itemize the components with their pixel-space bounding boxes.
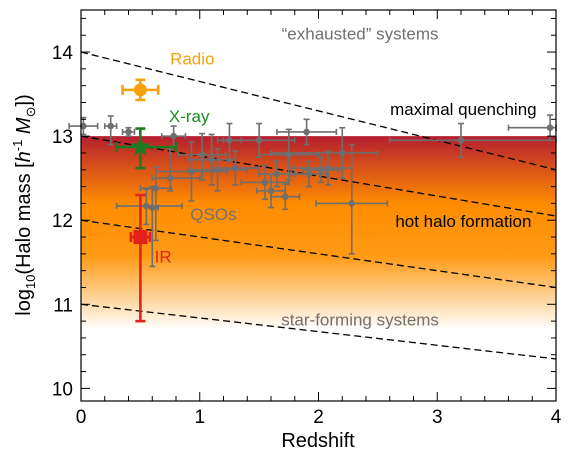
- marker: [208, 156, 215, 163]
- dashed-line-1: [81, 51, 556, 171]
- annotation-radio: Radio: [170, 50, 214, 69]
- data-point-qsos-3: [121, 126, 136, 137]
- data-point-qsos-14: [210, 150, 260, 186]
- marker: [457, 137, 465, 144]
- dashed-lines-layer: [81, 51, 556, 360]
- marker: [338, 149, 346, 157]
- data-point-qsos-2: [103, 115, 118, 146]
- x-tick-label: 1: [194, 407, 205, 428]
- data-point-qsos-23: [302, 156, 340, 184]
- marker: [546, 124, 554, 132]
- annotation-star-forming-systems: star-forming systems: [281, 310, 439, 329]
- x-axis-label: Redshift: [281, 430, 355, 452]
- data-point-x-ray-1: [115, 127, 178, 170]
- marker: [170, 132, 177, 140]
- dashed-line-3: [81, 219, 556, 289]
- y-axis-label: log10(Halo mass [h-1 M⊙]): [10, 94, 38, 315]
- y-tick-label: 12: [52, 211, 73, 232]
- annotation-x-ray: X-ray: [169, 107, 210, 126]
- y-tick-label: 11: [53, 295, 73, 316]
- data-point-radio-1: [121, 78, 160, 102]
- x-tick-label: 4: [551, 407, 562, 428]
- annotation-hot-halo-formation: hot halo formation: [395, 212, 531, 231]
- data-point-qsos-15: [222, 122, 296, 158]
- marker: [255, 137, 263, 144]
- marker: [324, 164, 332, 172]
- data-point-qsos-25: [270, 126, 379, 179]
- marker: [166, 174, 174, 182]
- marker: [133, 230, 148, 245]
- marker: [125, 128, 132, 136]
- marker: [303, 128, 310, 136]
- y-tick-label: 14: [52, 43, 74, 64]
- marker: [107, 122, 114, 130]
- data-point-qsos-11: [187, 133, 237, 186]
- marker: [348, 200, 356, 207]
- data-point-qsos-6: [145, 185, 159, 268]
- annotation-exhausted-systems: “exhausted” systems: [282, 24, 439, 43]
- x-tick-label: 0: [76, 407, 87, 428]
- annotation-ir: IR: [155, 247, 172, 266]
- data-points-layer: [68, 78, 557, 323]
- data-point-qsos-19: [270, 183, 301, 211]
- data-point-qsos-1: [68, 116, 99, 136]
- marker: [273, 170, 281, 178]
- marker: [198, 151, 206, 158]
- marker: [80, 122, 87, 130]
- marker: [261, 179, 269, 186]
- y-tick-label: 13: [52, 127, 73, 148]
- annotation-maximal-quenching: maximal quenching: [390, 100, 536, 119]
- marker: [133, 83, 147, 97]
- dashed-line-2: [81, 135, 556, 217]
- data-point-qsos-26: [315, 143, 389, 255]
- data-point-qsos-21: [276, 118, 338, 146]
- marker: [267, 187, 275, 195]
- marker: [129, 136, 151, 156]
- y-tick-label: 10: [52, 379, 73, 400]
- marker: [232, 164, 239, 172]
- annotations-layer: “exhausted” systems maximal quenching hot …: [155, 24, 537, 329]
- marker: [281, 193, 289, 200]
- dashed-line-4: [81, 303, 556, 360]
- data-point-qsos-27: [388, 122, 557, 158]
- data-point-ir-1: [129, 193, 152, 323]
- data-point-qsos-10: [177, 132, 227, 181]
- marker: [305, 170, 313, 178]
- marker: [148, 204, 156, 211]
- x-tick-label: 2: [313, 407, 324, 428]
- data-point-qsos-4: [139, 166, 173, 242]
- x-tick-label: 3: [432, 407, 443, 428]
- annotation-qsos: QSOs: [190, 205, 236, 224]
